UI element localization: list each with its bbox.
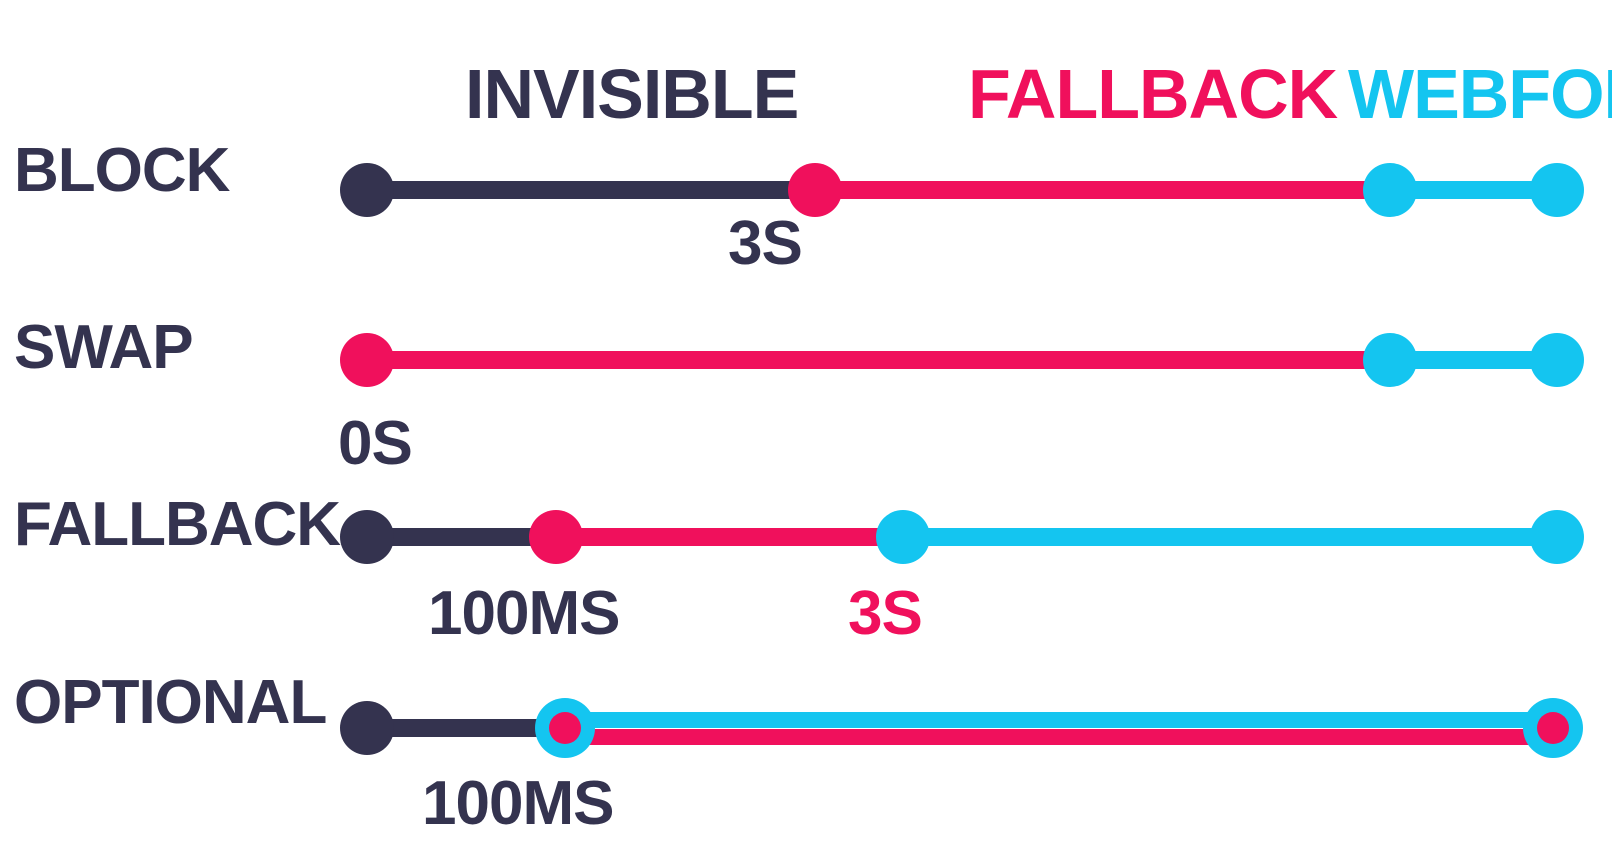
block-end-dot [1530,163,1584,217]
block-start-dot [340,163,394,217]
optional-time-label: 100MS [422,769,613,838]
block-fallback-dot [788,163,842,217]
fallback-end-dot [1530,510,1584,564]
swap-end-dot [1530,333,1584,387]
fallback-swap-period-label: 3S [848,579,922,648]
timeline-swap [340,333,1584,387]
optional-end-dot [1537,712,1569,744]
row-label-swap: SWAP [14,313,193,382]
optional-start-dot [340,701,394,755]
timeline-optional [340,698,1583,758]
legend-invisible: INVISIBLE [465,55,798,133]
legend-webfont: WEBFONT [1348,55,1612,133]
block-time-label: 3S [728,209,802,278]
timeline-block [340,163,1584,217]
row-label-block: BLOCK [14,136,231,205]
legend-fallback: FALLBACK [968,55,1338,133]
row-label-fallback: FALLBACK [14,490,341,559]
swap-start-dot [340,333,394,387]
block-webfont-dot [1363,163,1417,217]
fallback-block-period-label: 100MS [428,579,619,648]
swap-time-label: 0S [338,409,412,478]
fallback-webfont-dot [876,510,930,564]
swap-webfont-dot [1363,333,1417,387]
timeline-fallback [340,510,1584,564]
fallback-fallback-dot [529,510,583,564]
optional-mid-dot [549,712,581,744]
row-label-optional: OPTIONAL [14,668,326,737]
fallback-start-dot [340,510,394,564]
